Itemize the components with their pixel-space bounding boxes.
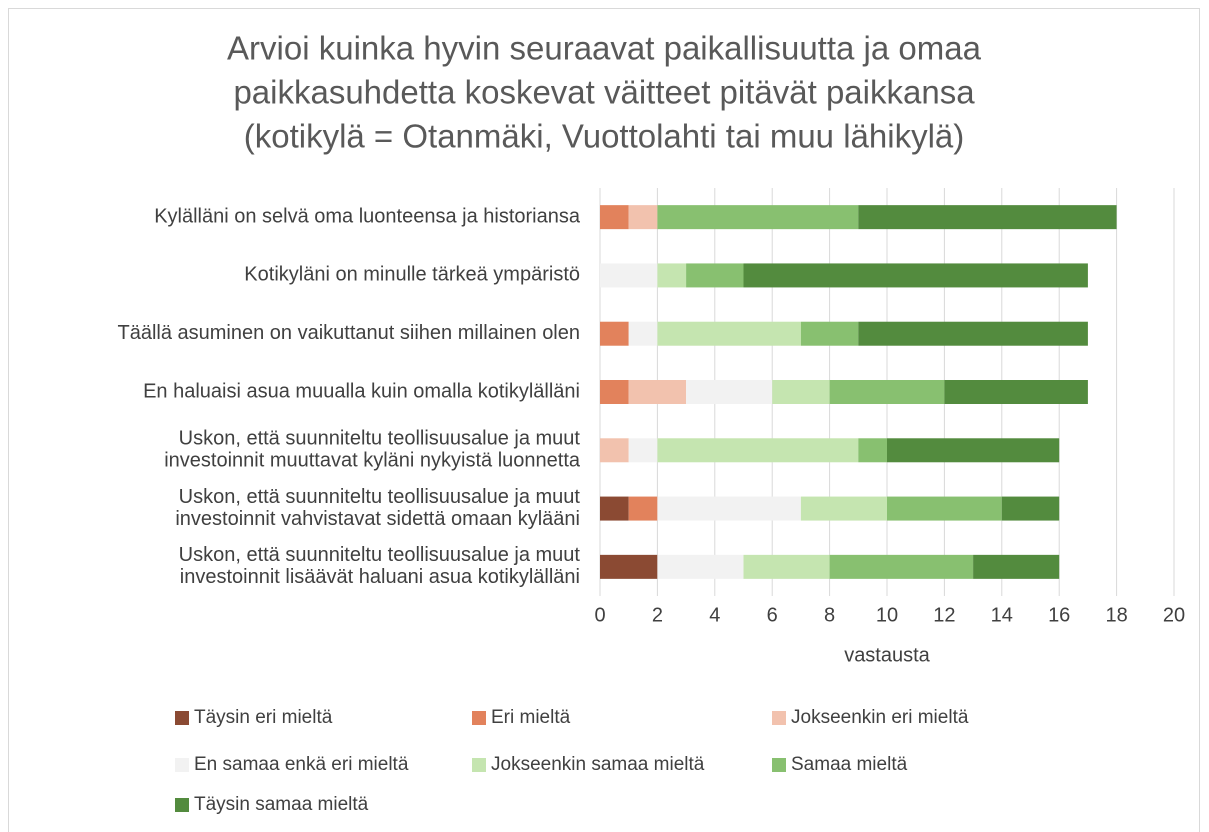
x-tick-label: 20	[1163, 604, 1185, 626]
bar-segment	[628, 205, 658, 230]
legend-label: Täysin samaa mieltä	[194, 794, 369, 815]
bar-segment	[887, 438, 1060, 463]
y-tick-label: Kotikyläni on minulle tärkeä ympäristö	[244, 264, 580, 286]
bar-segment	[829, 380, 945, 404]
bar-segment	[800, 321, 859, 346]
legend-swatch	[472, 758, 486, 772]
bar-segment	[800, 496, 887, 521]
bar-segment	[887, 496, 1002, 521]
y-tick-label: Kylälläni on selvä oma luonteensa ja his…	[154, 205, 581, 227]
bar-segment	[657, 554, 744, 579]
y-tick-label: investoinnit vahvistavat sidettä omaan k…	[175, 508, 580, 530]
bar-segment	[657, 321, 801, 346]
y-tick-label: Uskon, että suunniteltu teollisuusalue j…	[179, 486, 581, 508]
legend-swatch	[472, 711, 486, 725]
bar-segment	[686, 380, 773, 404]
bar-segment	[628, 380, 687, 404]
legend-label: Jokseenkin samaa mieltä	[491, 754, 705, 775]
legend-swatch	[772, 758, 786, 772]
legend-swatch	[175, 758, 189, 772]
y-tick-label: Täällä asuminen on vaikuttanut siihen mi…	[118, 322, 581, 344]
y-tick-label: Uskon, että suunniteltu teollisuusalue j…	[179, 544, 581, 566]
chart-frame	[8, 8, 1200, 832]
chart-title: paikkasuhdetta koskevat väitteet pitävät…	[233, 74, 975, 111]
legend-label: Täysin eri mieltä	[194, 707, 333, 728]
x-tick-label: 4	[709, 604, 720, 626]
bar-segment	[600, 496, 629, 521]
bar-segment	[973, 554, 1060, 579]
bar-segment	[657, 205, 859, 230]
bar-segment	[858, 205, 1117, 230]
bar-segment	[657, 263, 687, 288]
x-axis-label: vastausta	[844, 644, 930, 666]
x-tick-label: 14	[991, 604, 1013, 626]
bar-segment	[628, 496, 658, 521]
bar-segment	[858, 438, 887, 463]
chart-title: (kotikylä = Otanmäki, Vuottolahti tai mu…	[244, 118, 965, 155]
legend-label: En samaa enkä eri mieltä	[194, 754, 409, 775]
bar-segment	[600, 205, 629, 230]
bar-segment	[743, 554, 830, 579]
bar-segment	[686, 263, 744, 288]
x-tick-label: 12	[933, 604, 955, 626]
bar-segment	[600, 554, 658, 579]
bar-segment	[600, 321, 629, 346]
x-tick-label: 6	[767, 604, 778, 626]
bar-segment	[628, 321, 658, 346]
legend-swatch	[772, 711, 786, 725]
legend-label: Eri mieltä	[491, 707, 571, 728]
x-tick-label: 0	[594, 604, 605, 626]
legend-label: Jokseenkin eri mieltä	[791, 707, 969, 728]
bar-segment	[657, 438, 859, 463]
x-tick-label: 8	[824, 604, 835, 626]
x-tick-label: 16	[1048, 604, 1070, 626]
bar-segment	[1001, 496, 1060, 521]
bar-segment	[944, 380, 1088, 404]
legend-swatch	[175, 798, 189, 812]
bar-segment	[858, 321, 1088, 346]
bar-segment	[600, 380, 629, 404]
legend-label: Samaa mieltä	[791, 754, 908, 775]
chart-title: Arvioi kuinka hyvin seuraavat paikallisu…	[227, 30, 982, 67]
x-tick-label: 2	[652, 604, 663, 626]
bar-segment	[600, 438, 629, 463]
y-tick-label: investoinnit lisäävät haluani asua kotik…	[180, 566, 580, 588]
bar-segment	[600, 263, 658, 288]
y-tick-label: investoinnit muuttavat kyläni nykyistä l…	[164, 450, 581, 472]
bar-segment	[829, 554, 974, 579]
x-tick-label: 10	[876, 604, 898, 626]
bar-segment	[772, 380, 830, 404]
y-tick-label: Uskon, että suunniteltu teollisuusalue j…	[179, 428, 581, 450]
bar-segment	[628, 438, 658, 463]
legend-swatch	[175, 711, 189, 725]
bar-segment	[743, 263, 1088, 288]
y-tick-label: En haluaisi asua muualla kuin omalla kot…	[143, 380, 580, 402]
bar-segment	[657, 496, 801, 521]
x-tick-label: 18	[1105, 604, 1127, 626]
